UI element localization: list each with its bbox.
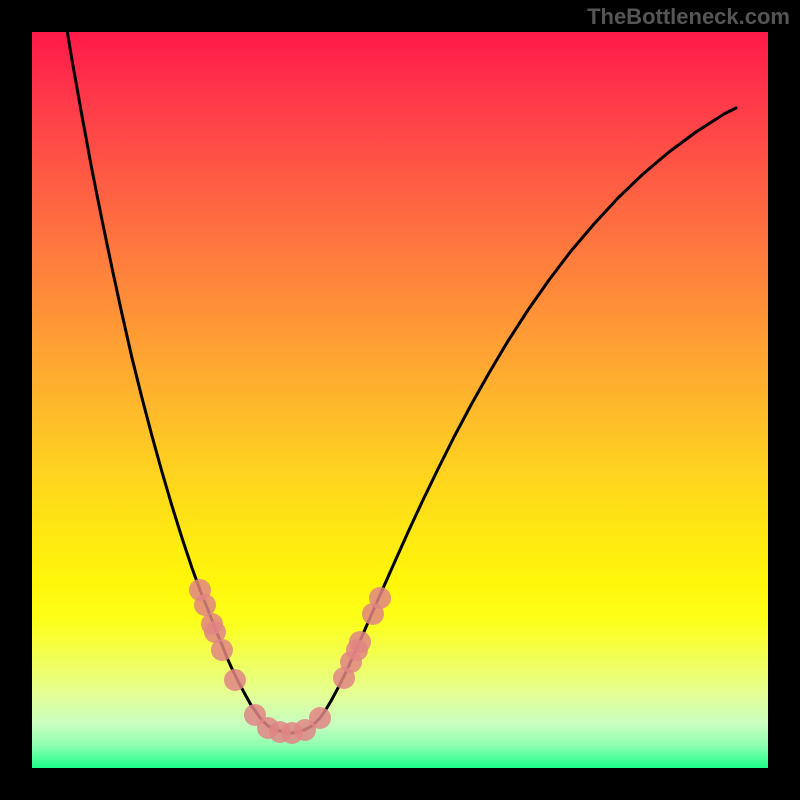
plot-area: [32, 32, 768, 768]
data-marker: [211, 639, 233, 661]
data-marker: [224, 669, 246, 691]
data-marker: [369, 587, 391, 609]
marker-group: [189, 579, 391, 744]
data-marker: [349, 631, 371, 653]
watermark-text: TheBottleneck.com: [587, 4, 790, 30]
bottleneck-curve: [62, 0, 736, 733]
curve-layer: [32, 32, 768, 768]
data-marker: [309, 707, 331, 729]
data-marker: [194, 594, 216, 616]
chart-container: TheBottleneck.com: [0, 0, 800, 800]
